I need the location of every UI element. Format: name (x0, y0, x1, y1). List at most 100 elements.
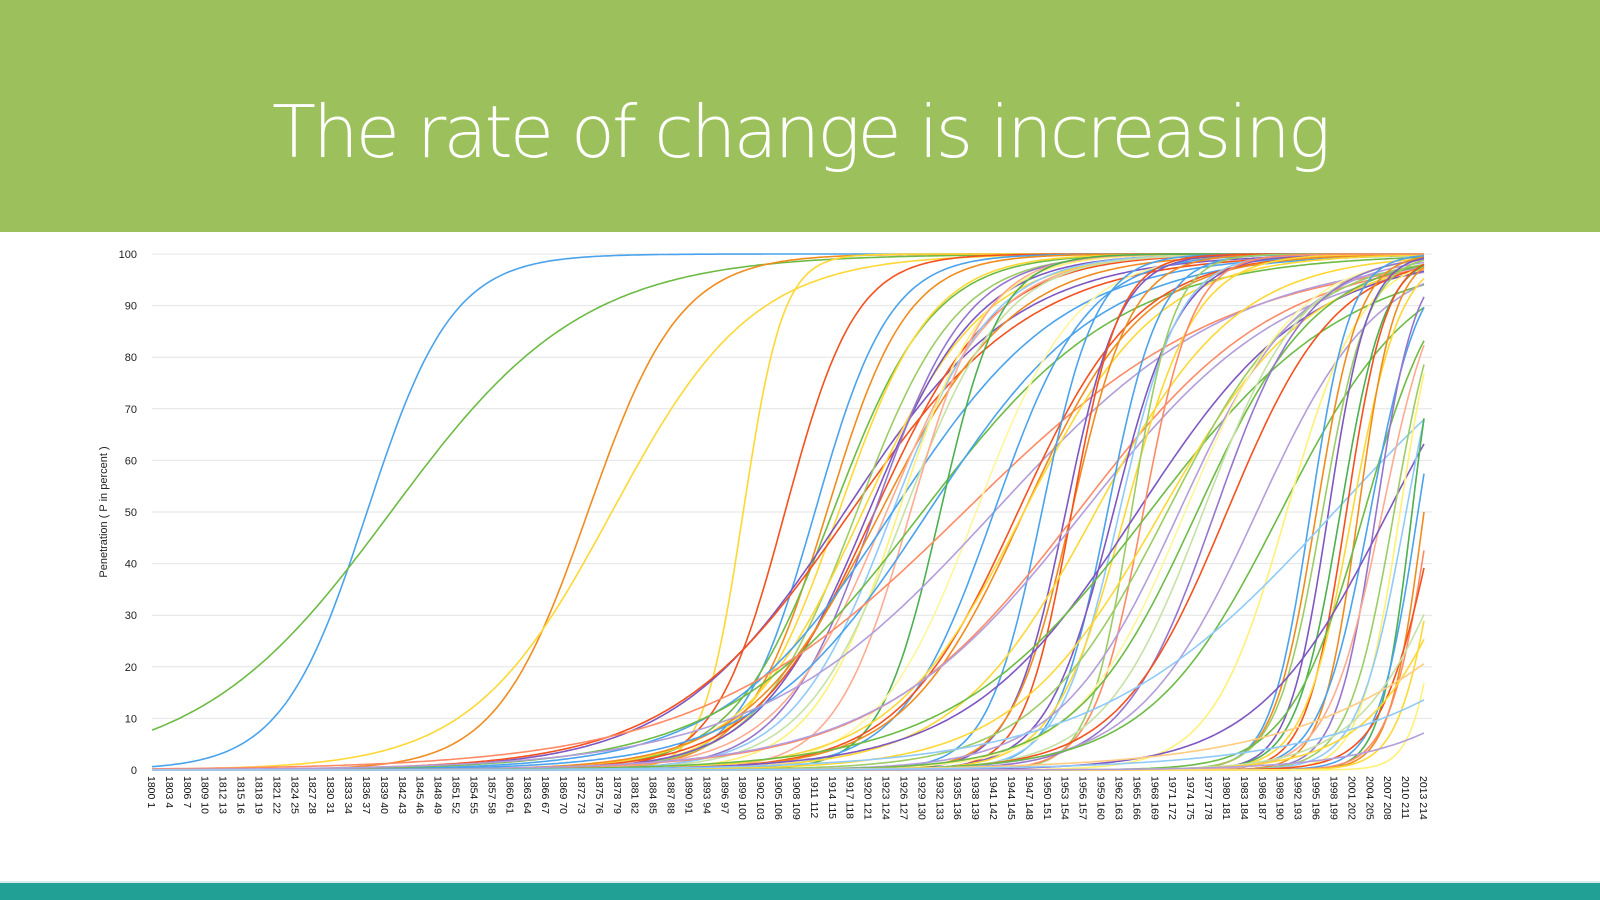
footer-divider (0, 881, 1600, 883)
x-tick-label: 1818 19 (253, 776, 265, 814)
x-tick-label: 1989 190 (1274, 776, 1286, 820)
x-tick-label: 2010 211 (1399, 776, 1411, 819)
x-tick-label: 1920 121 (862, 776, 874, 820)
series-line-40 (152, 271, 1425, 771)
series-line-67 (152, 263, 1425, 771)
x-tick-label: 1962 163 (1112, 776, 1124, 820)
x-tick-label: 1812 13 (217, 776, 229, 814)
y-tick-label: 40 (125, 559, 137, 571)
x-tick-label: 1878 79 (611, 776, 623, 814)
x-tick-label: 1824 25 (288, 776, 300, 814)
series-line-63 (152, 259, 1425, 771)
x-tick-label: 1899 100 (736, 776, 748, 820)
x-tick-label: 1923 124 (880, 776, 892, 820)
series-line-47 (152, 270, 1425, 771)
series-line-75 (152, 364, 1425, 771)
series-line-64 (152, 257, 1425, 771)
title-banner: The rate of change is increasing (0, 0, 1600, 232)
series-lines (151, 253, 1425, 771)
series-line-1 (151, 253, 1424, 768)
x-tick-label: 2007 208 (1381, 776, 1393, 820)
series-line-39 (152, 268, 1425, 771)
series-line-59 (152, 306, 1425, 771)
series-line-66 (152, 264, 1425, 771)
y-tick-label: 10 (125, 713, 137, 725)
series-line-60 (152, 265, 1425, 771)
x-tick-label: 1935 136 (951, 776, 963, 820)
x-tick-label: 1911 112 (808, 776, 820, 818)
y-tick-label: 30 (125, 610, 137, 622)
x-tick-label: 1929 130 (915, 776, 927, 820)
x-tick-label: 1815 16 (235, 776, 247, 814)
x-tick-label: 1872 73 (575, 776, 587, 814)
x-tick-label: 1905 106 (772, 776, 784, 820)
series-line-89 (152, 699, 1425, 771)
x-tick-label: 1932 133 (933, 776, 945, 820)
series-line-30 (151, 266, 1425, 771)
x-tick-label: 1803 4 (163, 776, 175, 808)
y-axis-ticks: 0 10 20 30 40 50 60 70 80 90 100 (119, 249, 137, 777)
x-tick-label: 1938 139 (969, 776, 981, 820)
y-tick-label: 50 (125, 507, 137, 519)
series-line-52 (152, 261, 1425, 771)
series-line-51 (152, 263, 1425, 771)
x-tick-label: 1887 88 (665, 776, 677, 814)
x-tick-label: 1902 103 (754, 776, 766, 820)
x-tick-label: 1992 193 (1292, 776, 1304, 820)
x-tick-label: 1893 94 (700, 776, 712, 814)
y-tick-label: 60 (125, 455, 137, 467)
x-tick-label: 1839 40 (378, 776, 390, 814)
slide-title: The rate of change is increasing (272, 90, 1331, 174)
x-tick-label: 1980 181 (1220, 776, 1232, 820)
x-tick-label: 1806 7 (181, 776, 193, 808)
x-tick-label: 1821 22 (270, 776, 282, 814)
series-line-72 (152, 296, 1425, 771)
x-tick-label: 1842 43 (396, 776, 408, 814)
x-tick-label: 1959 160 (1095, 776, 1107, 820)
x-tick-label: 2013 214 (1417, 776, 1429, 820)
x-tick-label: 1896 97 (718, 776, 730, 814)
x-tick-label: 1863 64 (521, 776, 533, 814)
x-tick-label: 1830 31 (324, 776, 336, 814)
x-tick-label: 2001 202 (1345, 776, 1357, 820)
x-tick-label: 1836 37 (360, 776, 372, 814)
x-tick-label: 1869 70 (557, 776, 569, 814)
x-tick-label: 1917 118 (844, 776, 856, 819)
series-line-54 (152, 264, 1425, 771)
x-tick-label: 1854 55 (468, 776, 480, 814)
y-tick-label: 90 (125, 301, 137, 313)
series-line-71 (152, 307, 1425, 771)
series-line-28 (151, 268, 1425, 770)
x-tick-label: 1866 67 (539, 776, 551, 814)
x-tick-label: 1860 61 (503, 776, 515, 814)
x-tick-label: 1995 196 (1310, 776, 1322, 820)
x-tick-label: 1845 46 (414, 776, 426, 814)
x-tick-label: 1827 28 (306, 776, 318, 814)
x-tick-label: 1809 10 (199, 776, 211, 814)
x-tick-label: 1944 145 (1005, 776, 1017, 820)
series-line-53 (152, 259, 1425, 771)
x-tick-label: 1947 148 (1023, 776, 1035, 820)
x-tick-label: 2004 205 (1363, 776, 1375, 820)
x-tick-label: 1998 199 (1327, 776, 1339, 820)
x-tick-label: 1956 157 (1077, 776, 1089, 820)
x-tick-label: 1977 178 (1202, 776, 1214, 820)
x-tick-label: 1950 151 (1041, 776, 1053, 820)
x-tick-label: 1983 184 (1238, 776, 1250, 820)
series-line-74 (152, 443, 1425, 771)
series-line-86 (152, 638, 1425, 771)
x-tick-label: 1953 154 (1059, 776, 1071, 820)
x-tick-label: 1884 85 (647, 776, 659, 814)
x-tick-label: 1857 58 (485, 776, 497, 814)
x-tick-label: 1875 76 (593, 776, 605, 814)
series-line-62 (152, 256, 1425, 771)
y-tick-label: 80 (125, 352, 137, 364)
penetration-chart: 0 10 20 30 40 50 60 70 80 90 100 Penetration ( P i… (98, 249, 1432, 820)
x-tick-label: 1851 52 (450, 776, 462, 814)
x-tick-label: 1848 49 (432, 776, 444, 814)
y-tick-label: 100 (119, 249, 137, 261)
y-tick-label: 20 (125, 662, 137, 674)
x-tick-label: 1965 166 (1130, 776, 1142, 820)
x-tick-label: 1971 172 (1166, 776, 1178, 820)
x-tick-label: 1833 34 (342, 776, 354, 814)
